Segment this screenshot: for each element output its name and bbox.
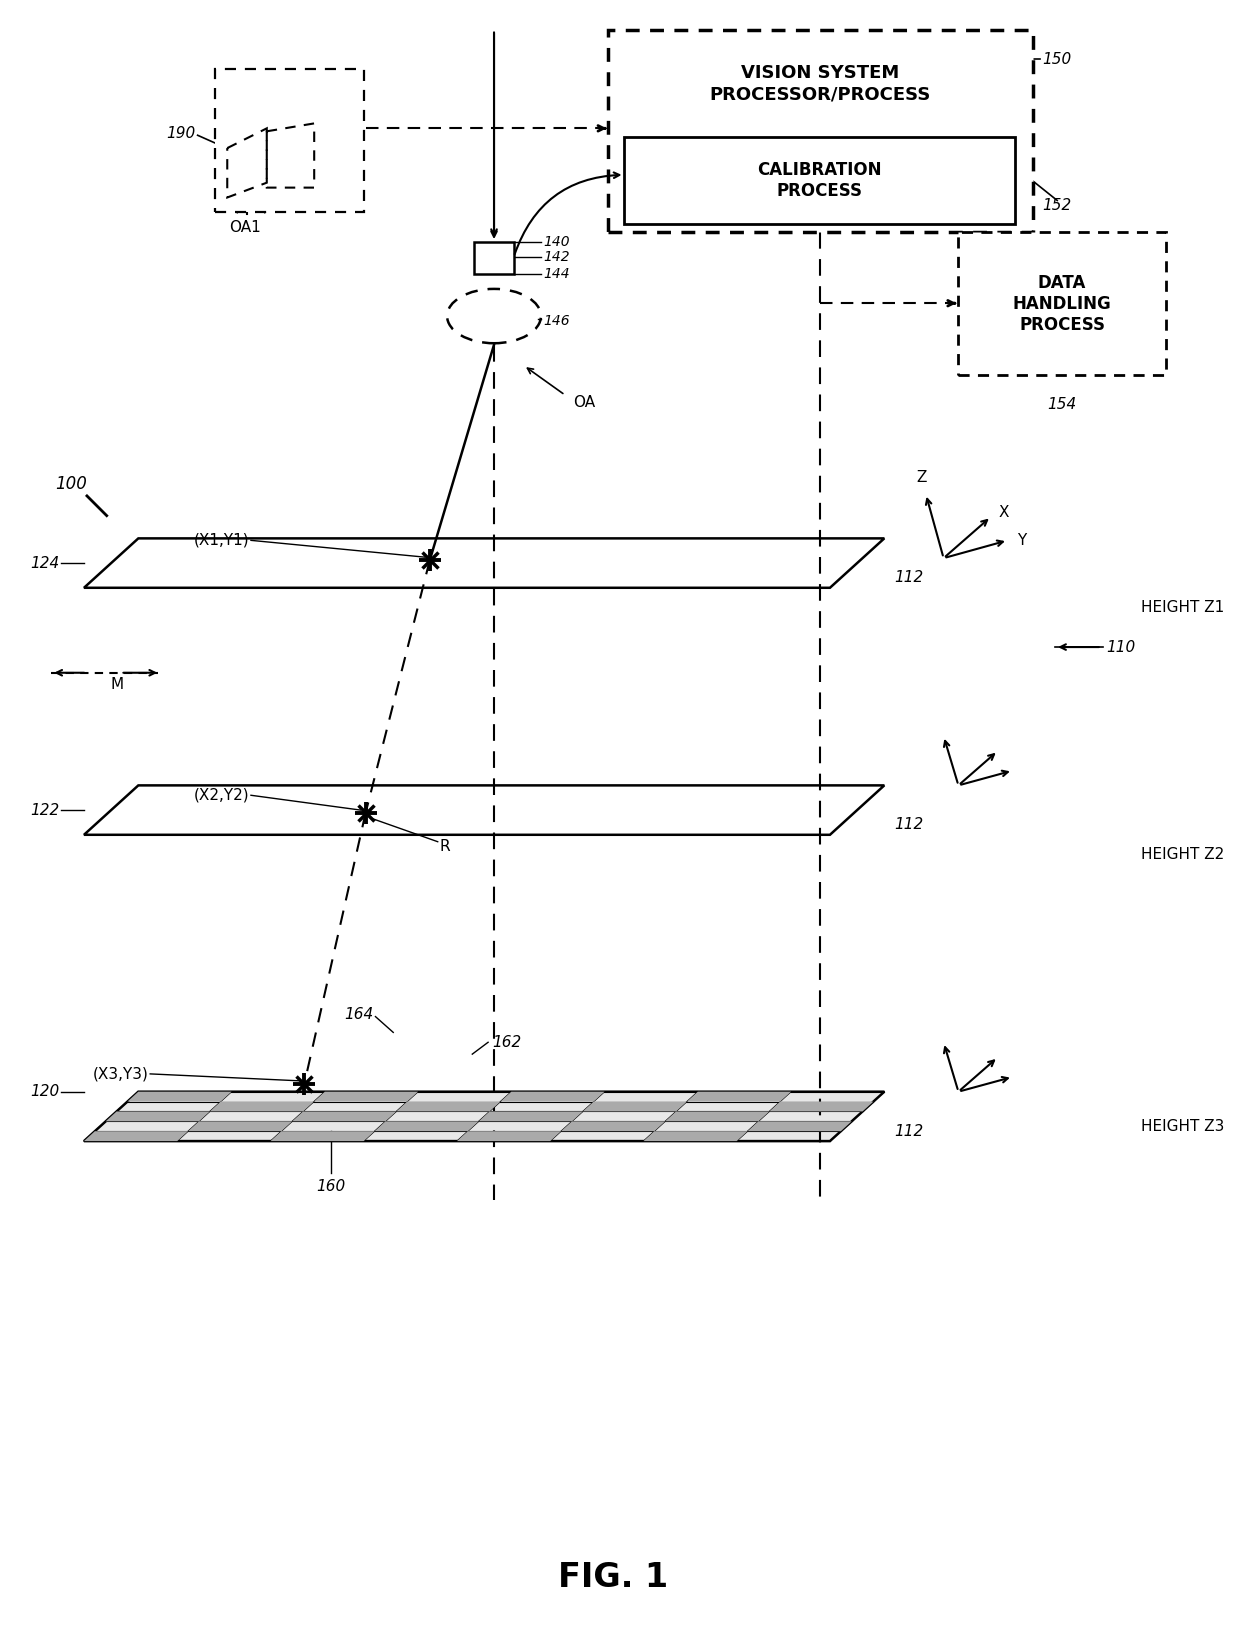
Polygon shape <box>687 1092 791 1102</box>
Polygon shape <box>293 1112 397 1122</box>
Polygon shape <box>748 1122 852 1131</box>
Text: X: X <box>999 505 1009 520</box>
Text: CALIBRATION
PROCESS: CALIBRATION PROCESS <box>758 162 882 199</box>
Polygon shape <box>501 1092 605 1102</box>
Text: 144: 144 <box>543 267 570 281</box>
Text: HEIGHT Z1: HEIGHT Z1 <box>1141 600 1224 615</box>
Text: OA1: OA1 <box>229 221 260 235</box>
Text: FIG. 1: FIG. 1 <box>558 1561 667 1594</box>
Polygon shape <box>188 1122 293 1131</box>
Text: 152: 152 <box>1043 198 1071 213</box>
Text: OA: OA <box>573 394 595 409</box>
Polygon shape <box>665 1112 769 1122</box>
Text: 110: 110 <box>1106 639 1136 654</box>
FancyBboxPatch shape <box>608 29 1033 232</box>
Text: Y: Y <box>1017 533 1025 548</box>
Text: 146: 146 <box>543 314 570 329</box>
Polygon shape <box>583 1102 687 1112</box>
Polygon shape <box>84 1092 884 1141</box>
Text: DATA
HANDLING
PROCESS: DATA HANDLING PROCESS <box>1013 275 1111 334</box>
Text: 112: 112 <box>894 571 924 585</box>
Text: 164: 164 <box>345 1007 373 1022</box>
FancyBboxPatch shape <box>216 69 363 213</box>
Polygon shape <box>560 1122 665 1131</box>
Text: 160: 160 <box>316 1179 346 1194</box>
FancyBboxPatch shape <box>625 137 1014 224</box>
Text: 124: 124 <box>30 556 60 571</box>
Text: Z: Z <box>916 469 928 486</box>
Text: 154: 154 <box>1048 397 1076 412</box>
Polygon shape <box>84 1131 188 1141</box>
Text: (X1,Y1): (X1,Y1) <box>193 533 249 548</box>
Text: 142: 142 <box>543 250 570 263</box>
Text: VISION SYSTEM
PROCESSOR/PROCESS: VISION SYSTEM PROCESSOR/PROCESS <box>709 64 931 103</box>
FancyBboxPatch shape <box>474 242 513 273</box>
Text: (X2,Y2): (X2,Y2) <box>193 788 249 803</box>
Text: 112: 112 <box>894 1123 924 1138</box>
Polygon shape <box>374 1122 479 1131</box>
Polygon shape <box>105 1112 210 1122</box>
Text: HEIGHT Z3: HEIGHT Z3 <box>1141 1118 1225 1133</box>
Text: 140: 140 <box>543 235 570 249</box>
Text: HEIGHT Z2: HEIGHT Z2 <box>1141 847 1224 862</box>
Polygon shape <box>644 1131 748 1141</box>
Text: 100: 100 <box>56 476 87 494</box>
Polygon shape <box>479 1112 583 1122</box>
Text: 120: 120 <box>30 1084 60 1099</box>
Polygon shape <box>314 1092 418 1102</box>
Text: 150: 150 <box>1043 52 1071 67</box>
Polygon shape <box>458 1131 560 1141</box>
Polygon shape <box>397 1102 501 1112</box>
Text: 162: 162 <box>492 1035 521 1050</box>
FancyBboxPatch shape <box>959 232 1166 376</box>
Text: M: M <box>110 677 123 692</box>
Text: 122: 122 <box>30 803 60 818</box>
Text: R: R <box>440 839 450 853</box>
Text: (X3,Y3): (X3,Y3) <box>92 1066 149 1081</box>
Polygon shape <box>270 1131 374 1141</box>
Text: 190: 190 <box>166 126 196 141</box>
Polygon shape <box>210 1102 314 1112</box>
Text: 112: 112 <box>894 818 924 832</box>
Polygon shape <box>769 1102 873 1112</box>
Polygon shape <box>128 1092 232 1102</box>
